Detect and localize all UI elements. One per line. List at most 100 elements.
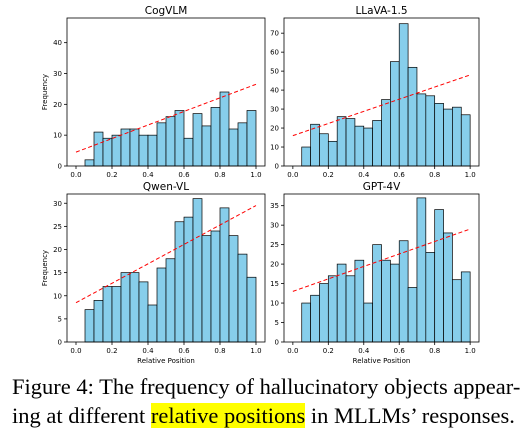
histogram-bar: [129, 128, 140, 167]
y-tick-label: 40: [53, 39, 62, 47]
histogram-bar: [390, 61, 400, 167]
histogram-bar: [372, 244, 382, 343]
chart-panel-4: 0.0 0.2 0.4 0.6 0.8 1.0 0 5 10 15 20 25 30 35 GPT-4V Re…: [270, 181, 480, 365]
histogram-bar: [416, 93, 427, 167]
histogram-bar: [219, 207, 230, 343]
histogram-bar: [201, 125, 212, 167]
y-tick-label: 5: [58, 315, 62, 323]
x-tick-label: 0.2: [106, 171, 117, 179]
y-tick-label: 5: [275, 319, 279, 327]
x-tick-label: 0.2: [323, 347, 334, 355]
y-tick-label: 30: [53, 70, 62, 78]
histogram-bar: [398, 240, 409, 343]
y-tick-label: 50: [270, 68, 279, 76]
histogram-bar: [147, 134, 158, 167]
y-axis-label: Frequency: [41, 74, 49, 110]
histogram-bar: [336, 116, 347, 167]
histogram-bar: [93, 300, 104, 343]
histogram-bar: [434, 209, 444, 343]
y-tick-label: 15: [270, 280, 279, 288]
x-axis-label: Relative Position: [353, 357, 411, 365]
x-tick-label: 0.0: [287, 171, 298, 179]
histogram-bar: [443, 108, 453, 167]
histogram-bar: [460, 271, 471, 343]
histogram-bar: [147, 304, 158, 343]
histogram-bar: [452, 106, 462, 167]
x-tick-label: 0.8: [429, 171, 440, 179]
y-tick-label: 10: [53, 292, 62, 300]
histogram-bar: [416, 197, 427, 343]
histogram-bar: [210, 107, 221, 167]
histogram-bar: [111, 134, 122, 167]
y-tick-label: 40: [270, 87, 279, 95]
x-tick-label: 0.0: [70, 171, 81, 179]
histogram-bar: [434, 103, 444, 167]
histogram-bar: [102, 286, 113, 343]
chart-title: Qwen-VL: [143, 181, 189, 193]
histogram-bar: [345, 275, 356, 343]
histogram-bar: [84, 309, 95, 343]
x-axis-label: Relative Position: [137, 357, 195, 365]
histogram-bar: [84, 159, 95, 167]
y-tick-label: 30: [53, 200, 62, 208]
histogram-bar: [425, 252, 436, 343]
y-tick-label: 0: [275, 339, 279, 347]
y-tick-label: 0: [58, 163, 62, 171]
plot-frame: [283, 17, 480, 167]
histogram-bar: [201, 235, 212, 343]
histogram-bar: [398, 23, 409, 167]
plot-frame: [66, 193, 266, 343]
y-tick-label: 10: [270, 144, 279, 152]
x-tick-label: 1.0: [465, 171, 476, 179]
histogram-bar: [354, 259, 365, 343]
histogram-bar: [102, 137, 113, 167]
chart-panel-3: 0.0 0.2 0.4 0.6 0.8 1.0 0 5 10 15 20 25 30 Qwen-VL Rel…: [41, 181, 266, 365]
histogram-bar: [129, 272, 140, 343]
x-tick-label: 0.8: [214, 171, 225, 179]
x-tick-label: 1.0: [250, 347, 261, 355]
x-tick-label: 0.4: [358, 171, 370, 179]
y-tick-label: 20: [270, 125, 279, 133]
x-tick-label: 0.6: [178, 347, 190, 355]
caption-suffix: in MLLMs’ responses.: [305, 403, 515, 428]
histogram-bar: [138, 281, 149, 343]
figure-caption: Figure 4: The frequency of hallucinatory…: [12, 372, 522, 430]
histogram-bar: [452, 279, 462, 343]
y-tick-label: 70: [270, 30, 279, 38]
chart-panel-1: 0.0 0.2 0.4 0.6 0.8 1.0 0 10 20 30 40 CogVLM Frequen…: [41, 5, 266, 179]
histogram-bar: [111, 286, 122, 343]
y-tick-label: 10: [53, 132, 62, 140]
x-tick-label: 0.0: [70, 347, 81, 355]
histogram-bar: [327, 140, 338, 167]
histogram-bar: [93, 131, 104, 167]
x-tick-label: 0.4: [358, 347, 370, 355]
x-tick-label: 0.8: [429, 347, 440, 355]
histogram-bar: [381, 259, 391, 343]
trend-line: [75, 205, 257, 304]
chart-title: GPT-4V: [363, 181, 401, 193]
y-tick-label: 35: [270, 202, 279, 210]
y-tick-label: 0: [58, 339, 62, 347]
histogram-bar: [363, 302, 373, 343]
y-tick-label: 25: [270, 241, 279, 249]
histogram-bar: [310, 294, 320, 343]
y-tick-label: 20: [270, 261, 279, 269]
x-tick-label: 0.0: [287, 347, 298, 355]
y-axis-label: Frequency: [41, 250, 49, 286]
histogram-bar: [120, 272, 131, 343]
histogram-bar: [443, 232, 453, 343]
chart-title: CogVLM: [145, 5, 188, 17]
caption-highlight: relative positions: [150, 403, 306, 428]
plot-frame: [283, 193, 480, 343]
histogram-bar: [246, 110, 257, 167]
histogram-bar: [120, 128, 131, 167]
histogram-bar: [363, 127, 373, 167]
histogram-bar: [192, 198, 203, 343]
histogram-bar: [237, 253, 248, 343]
histogram-bar: [246, 276, 257, 343]
histogram-bar: [165, 258, 176, 343]
y-tick-label: 20: [53, 246, 62, 254]
histogram-bar: [319, 283, 329, 343]
x-tick-label: 0.2: [106, 347, 117, 355]
y-tick-label: 15: [53, 269, 62, 277]
